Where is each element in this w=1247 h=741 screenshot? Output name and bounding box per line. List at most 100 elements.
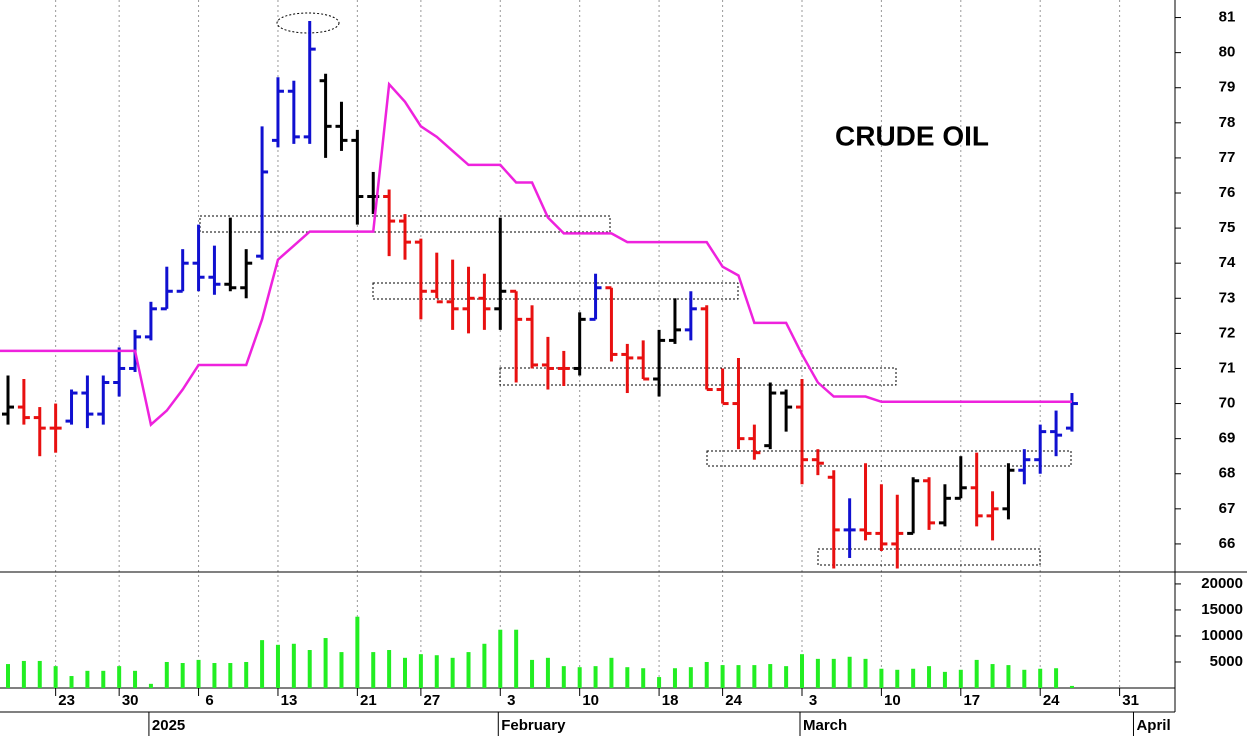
volume-bar <box>101 670 106 688</box>
y-tick-label: 78 <box>1219 114 1236 131</box>
y-tick-label: 69 <box>1219 430 1236 447</box>
volume-bar <box>148 683 153 688</box>
volume-bar <box>911 668 916 688</box>
volume-bar <box>577 667 582 688</box>
month-label: February <box>501 717 566 734</box>
volume-bar <box>815 658 820 688</box>
annotation-box <box>817 548 1041 566</box>
y-tick-label: 76 <box>1219 184 1236 201</box>
volume-bar <box>561 666 566 688</box>
x-tick-label: 3 <box>809 692 817 709</box>
volume-bar <box>641 668 646 688</box>
volume-bar <box>466 652 471 688</box>
y-tick-label: 10000 <box>1201 627 1243 644</box>
y-tick-label: 70 <box>1219 395 1236 412</box>
volume-bar <box>1006 665 1011 688</box>
volume-bar <box>704 661 709 688</box>
x-tick-label: 31 <box>1122 692 1139 709</box>
month-label: March <box>803 717 847 734</box>
volume-bar <box>609 657 614 688</box>
volume-bar <box>958 669 963 688</box>
volume-bar <box>387 650 392 688</box>
volume-bar <box>800 654 804 688</box>
overlay-line <box>0 81 1072 427</box>
volume-bar <box>879 668 884 688</box>
y-tick-label: 75 <box>1219 219 1236 236</box>
volume-bar <box>514 629 519 688</box>
volume-bar <box>260 640 265 688</box>
y-tick-label: 5000 <box>1210 653 1243 670</box>
volume-bar <box>752 665 757 688</box>
volume-bar <box>1038 668 1043 688</box>
volume-bar <box>244 661 249 688</box>
volume-bar <box>37 660 42 688</box>
volume-bar <box>21 660 26 688</box>
x-tick-label: 30 <box>122 692 139 709</box>
volume-bar <box>530 659 535 688</box>
y-tick-label: 73 <box>1219 289 1236 306</box>
annotation-box <box>706 450 1072 467</box>
volume-bar <box>117 666 122 688</box>
x-tick-label: 24 <box>1043 692 1060 709</box>
volume-bar <box>942 671 947 688</box>
x-tick-label: 24 <box>725 692 742 709</box>
volume-bar <box>720 665 725 688</box>
month-label: April <box>1136 717 1170 734</box>
volume-bar <box>355 616 360 688</box>
volume-bar <box>625 667 630 688</box>
x-tick-label: 6 <box>205 692 213 709</box>
volume-bar <box>1022 669 1027 688</box>
month-label: 2025 <box>152 717 185 734</box>
volume-bar <box>672 668 677 688</box>
volume-bar <box>847 656 852 688</box>
x-tick-label: 23 <box>58 692 75 709</box>
x-tick-label: 18 <box>662 692 679 709</box>
volume-bar <box>863 658 868 688</box>
volume-bar <box>688 667 693 688</box>
volume-bar <box>418 654 423 688</box>
y-tick-label: 15000 <box>1201 601 1243 618</box>
y-tick-label: 68 <box>1219 465 1236 482</box>
volume-bar <box>831 658 836 688</box>
y-tick-label: 81 <box>1219 9 1236 26</box>
y-tick-label: 67 <box>1219 500 1236 517</box>
volume-bar <box>784 666 789 688</box>
y-tick-label: 74 <box>1219 254 1236 271</box>
volume-bar <box>323 638 328 688</box>
volume-bar <box>927 666 932 688</box>
x-tick-label: 10 <box>884 692 901 709</box>
volume-bar <box>180 663 185 688</box>
volume-bar <box>545 657 550 688</box>
volume-bar <box>6 664 10 688</box>
volume-bar <box>482 643 487 688</box>
volume-bar <box>768 664 773 688</box>
volume-bar <box>69 676 74 688</box>
volume-bar <box>593 666 598 688</box>
volume-bar <box>339 652 344 688</box>
y-tick-label: 79 <box>1219 79 1236 96</box>
volume-bar <box>196 659 201 688</box>
y-tick-label: 66 <box>1219 535 1236 552</box>
volume-bar <box>974 659 979 688</box>
volume-bar <box>1054 668 1059 688</box>
y-tick-label: 71 <box>1219 359 1236 376</box>
volume-bar <box>1069 685 1074 688</box>
volume-bar <box>212 663 217 688</box>
x-tick-label: 27 <box>424 692 441 709</box>
volume-bar <box>498 629 503 688</box>
volume-bar <box>164 661 169 688</box>
x-tick-label: 21 <box>360 692 377 709</box>
y-tick-label: 77 <box>1219 149 1236 166</box>
y-tick-label: 72 <box>1219 324 1236 341</box>
volume-bar <box>133 670 138 688</box>
annotation-box <box>372 282 739 300</box>
volume-bar <box>450 657 455 688</box>
volume-bar <box>657 677 662 688</box>
y-tick-label: 20000 <box>1201 575 1243 592</box>
volume-bar <box>434 655 439 688</box>
x-tick-label: 17 <box>963 692 980 709</box>
chart-title: CRUDE OIL <box>835 120 989 151</box>
volume-bar <box>736 665 741 688</box>
